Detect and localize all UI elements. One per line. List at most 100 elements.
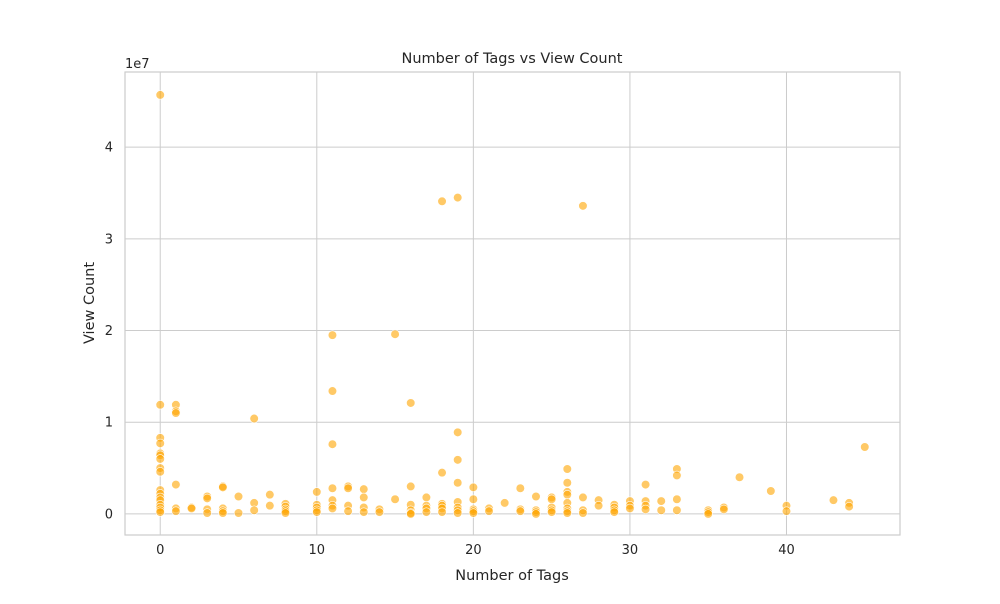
data-point (734, 472, 745, 482)
data-point (562, 464, 572, 474)
data-point (860, 442, 870, 452)
data-point (672, 470, 682, 481)
y-axis-ticks: 0 1 2 3 4 (105, 141, 113, 523)
data-point (202, 493, 212, 503)
data-point (672, 505, 682, 515)
data-point (453, 455, 463, 465)
data-point (421, 492, 431, 503)
data-point (406, 398, 416, 408)
data-point (155, 467, 165, 477)
data-point (578, 508, 588, 518)
data-point (312, 487, 322, 497)
scatter-points (155, 90, 870, 519)
data-point (453, 478, 463, 488)
data-point (437, 507, 447, 517)
x-tick-label: 10 (309, 543, 326, 558)
data-point (421, 507, 431, 517)
data-point (640, 504, 651, 514)
x-axis-ticks: 0 10 20 30 40 (156, 543, 795, 558)
data-point (343, 483, 353, 493)
data-point (202, 508, 212, 518)
data-point (171, 479, 181, 490)
data-point (390, 329, 400, 339)
data-point (312, 507, 322, 517)
data-point (265, 501, 275, 511)
data-point (374, 507, 385, 517)
data-point (594, 501, 604, 511)
x-tick-label: 30 (622, 543, 639, 558)
data-point (578, 492, 588, 503)
data-point (249, 413, 259, 424)
data-point (547, 494, 557, 504)
y-tick-label: 0 (105, 507, 113, 522)
data-point (171, 506, 181, 516)
y-tick-label: 2 (105, 324, 113, 339)
data-point (453, 427, 463, 437)
chart-title: Number of Tags vs View Count (402, 51, 623, 67)
data-point (828, 495, 839, 505)
data-point (327, 330, 338, 340)
data-point (155, 400, 165, 410)
data-point (609, 507, 619, 517)
data-point (562, 490, 572, 500)
data-point (531, 509, 541, 519)
data-point (406, 509, 416, 519)
data-point (359, 484, 369, 494)
data-point (625, 503, 635, 514)
y-axis-label: View Count (82, 262, 98, 344)
data-point (327, 439, 338, 449)
data-point (719, 504, 729, 514)
data-point (468, 494, 478, 504)
data-point (327, 483, 338, 493)
data-point (233, 491, 244, 502)
data-point (468, 482, 478, 492)
x-axis-label: Number of Tags (455, 568, 569, 584)
data-point (844, 501, 854, 512)
data-point (359, 492, 369, 503)
data-point (515, 506, 525, 516)
data-point (280, 508, 291, 518)
data-point (640, 479, 651, 490)
data-point (500, 498, 510, 508)
y-tick-label: 1 (105, 416, 113, 431)
y-tick-label: 3 (105, 232, 113, 247)
data-point (327, 386, 338, 396)
data-point (218, 508, 228, 518)
data-point (171, 408, 181, 418)
data-point (766, 486, 776, 496)
data-point (155, 90, 165, 100)
data-point (155, 438, 165, 448)
data-point (656, 505, 666, 515)
data-point (531, 491, 541, 502)
data-point (343, 506, 353, 516)
data-point (453, 508, 463, 518)
grid-lines (125, 72, 900, 535)
data-point (390, 494, 400, 504)
data-point (155, 454, 165, 464)
data-point (327, 503, 338, 514)
data-point (359, 507, 369, 517)
data-point (578, 201, 588, 211)
data-point (155, 507, 165, 517)
data-point (233, 508, 244, 518)
data-point (703, 509, 713, 519)
data-point (437, 196, 447, 206)
data-point (484, 506, 494, 516)
data-point (672, 494, 682, 504)
x-tick-label: 40 (778, 543, 795, 558)
data-point (437, 468, 447, 478)
x-tick-label: 20 (465, 543, 482, 558)
y-axis-offset-label: 1e7 (125, 57, 150, 72)
data-point (265, 490, 275, 500)
data-point (453, 193, 463, 203)
data-point (218, 482, 228, 492)
data-point (406, 481, 416, 492)
data-point (515, 483, 525, 493)
data-point (656, 496, 666, 506)
y-tick-label: 4 (105, 141, 113, 156)
data-point (562, 478, 572, 488)
x-tick-label: 0 (156, 543, 164, 558)
data-point (249, 505, 259, 515)
